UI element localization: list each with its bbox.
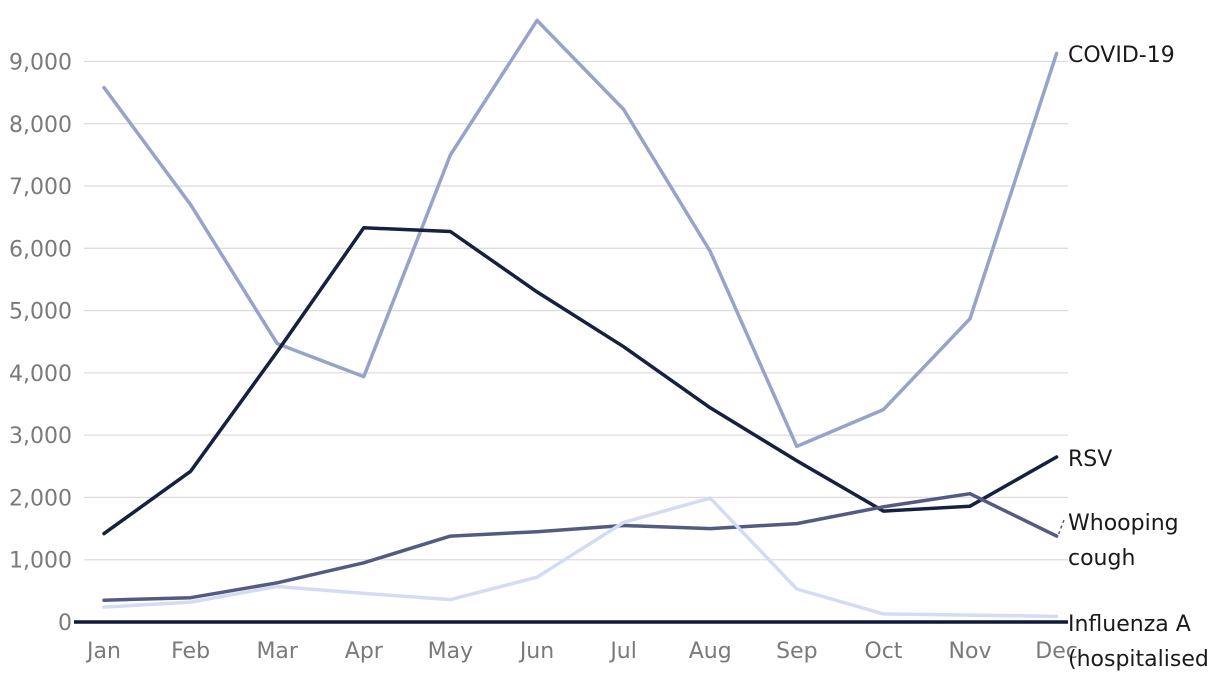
whooping-label-leader bbox=[1057, 519, 1065, 535]
y-tick-label: 2,000 bbox=[9, 486, 72, 511]
series-label-whooping: Whooping cough bbox=[1068, 511, 1179, 571]
x-tick-label: May bbox=[428, 639, 473, 664]
y-tick-label: 8,000 bbox=[9, 113, 72, 138]
gridlines bbox=[84, 60, 1068, 561]
x-tick-label: Jan bbox=[85, 639, 121, 664]
y-tick-label: 1,000 bbox=[9, 549, 72, 574]
series-label-influenza: Influenza A (hospitalised bbox=[1068, 612, 1209, 672]
series-end-labels: COVID-19 RSV Whooping cough Influenza A (hosp… bbox=[1057, 43, 1209, 672]
series-label-line: COVID-19 bbox=[1068, 43, 1175, 68]
series-label-line: cough bbox=[1068, 546, 1135, 571]
y-tick-label: 4,000 bbox=[9, 362, 72, 387]
series-line-covid bbox=[102, 18, 1059, 449]
y-tick-label: 5,000 bbox=[9, 300, 72, 325]
x-tick-label: Jul bbox=[608, 639, 637, 664]
y-tick-label: 9,000 bbox=[9, 50, 72, 75]
series-label-covid: COVID-19 bbox=[1068, 43, 1175, 68]
x-tick-label: Aug bbox=[689, 639, 732, 664]
series-line-rsv bbox=[102, 226, 1059, 536]
y-tick-label: 6,000 bbox=[9, 237, 72, 262]
x-tick-label: Nov bbox=[949, 639, 992, 664]
x-tick-label: Jun bbox=[518, 639, 554, 664]
y-tick-label: 0 bbox=[58, 611, 72, 636]
series-lines bbox=[102, 18, 1059, 619]
x-tick-label: Apr bbox=[345, 639, 384, 664]
series-line-whooping bbox=[102, 491, 1059, 602]
series-line-influenza bbox=[102, 496, 1059, 619]
series-label-line: (hospitalised bbox=[1068, 647, 1209, 672]
x-tick-label: Sep bbox=[776, 639, 817, 664]
series-label-line: RSV bbox=[1068, 447, 1112, 472]
x-tick-label: Feb bbox=[171, 639, 210, 664]
series-label-line: Influenza A bbox=[1068, 612, 1191, 637]
series-label-rsv: RSV bbox=[1068, 447, 1112, 472]
x-axis-tick-labels: Jan Feb Mar Apr May Jun Jul Aug Sep Oct Nov Dec bbox=[85, 639, 1078, 664]
x-tick-label: Mar bbox=[256, 639, 298, 664]
y-tick-label: 3,000 bbox=[9, 424, 72, 449]
series-label-line: Whooping bbox=[1068, 511, 1179, 536]
x-tick-label: Dec bbox=[1035, 639, 1078, 664]
y-axis-tick-labels: 0 1,000 2,000 3,000 4,000 5,000 6,000 7,000 8,00… bbox=[9, 50, 72, 636]
y-tick-label: 7,000 bbox=[9, 175, 72, 200]
x-tick-label: Oct bbox=[864, 639, 902, 664]
